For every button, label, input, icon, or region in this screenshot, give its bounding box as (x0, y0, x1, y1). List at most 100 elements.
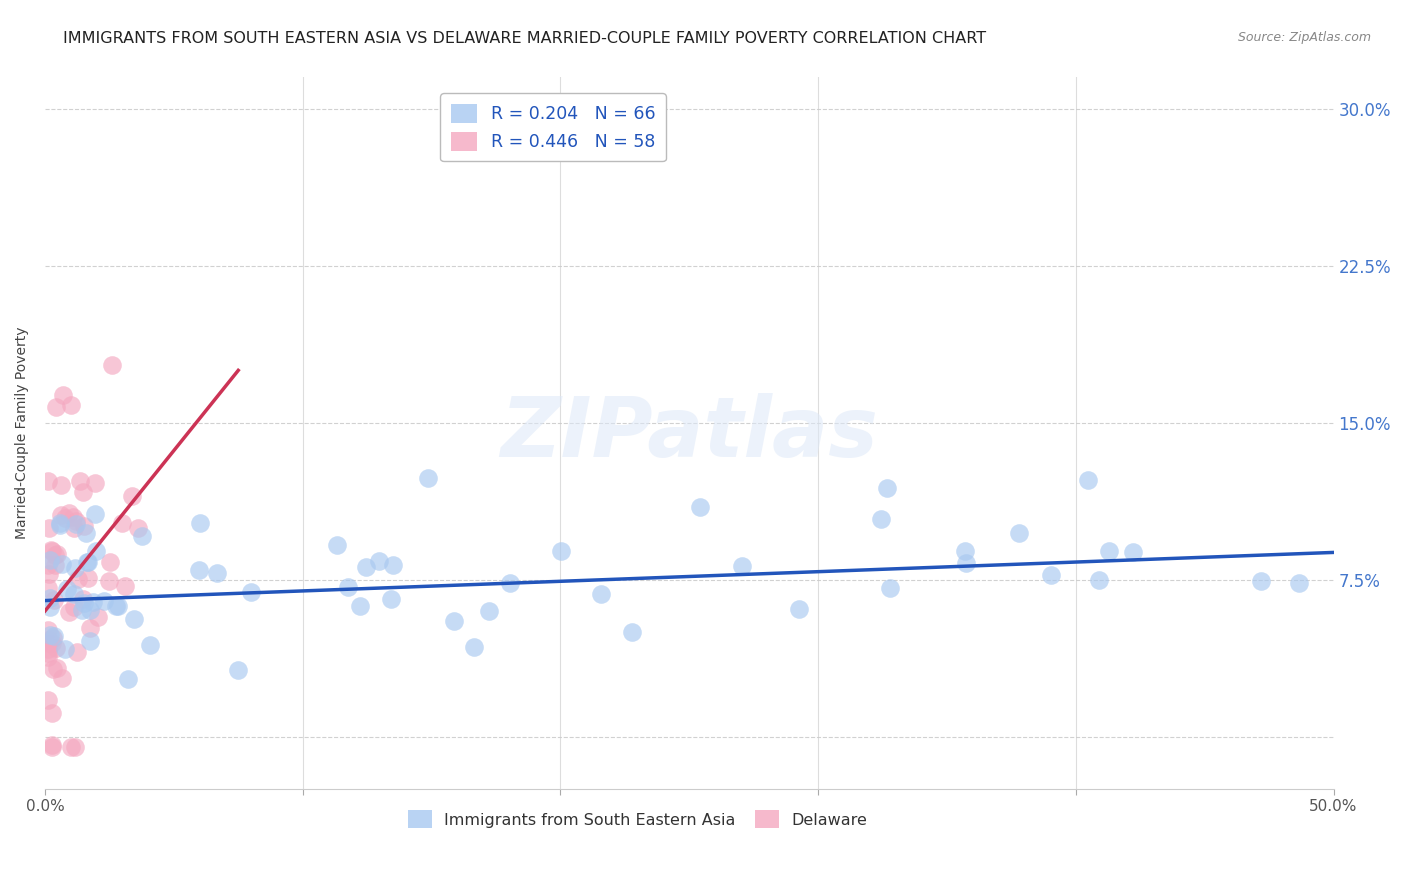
Point (58, 506, 80, 520)
Point (1098, 544, 1121, 558)
Point (367, 554, 389, 568)
Point (49, 478, 72, 492)
Point (107, 599, 129, 613)
Point (620, 625, 643, 640)
Point (41, 706, 63, 721)
Point (127, 521, 149, 535)
Point (63, 561, 86, 575)
Point (139, 638, 162, 652)
Point (44, 548, 66, 562)
Point (48, 516, 70, 531)
Point (876, 481, 898, 495)
Point (79, 621, 101, 635)
Point (240, 585, 263, 599)
Point (39, 628, 62, 642)
Text: IMMIGRANTS FROM SOUTH EASTERN ASIA VS DELAWARE MARRIED-COUPLE FAMILY POVERTY COR: IMMIGRANTS FROM SOUTH EASTERN ASIA VS DE… (63, 31, 987, 46)
Point (1288, 576, 1310, 591)
Point (37, 636, 59, 650)
Point (226, 663, 249, 677)
Point (188, 563, 211, 577)
Point (380, 591, 402, 606)
Point (41, 636, 63, 650)
Point (44, 630, 66, 644)
Point (1122, 545, 1144, 559)
Point (955, 557, 977, 571)
Point (76, 555, 98, 569)
Point (41, 739, 63, 754)
Point (69, 474, 91, 488)
Point (75, 526, 97, 541)
Point (354, 559, 377, 574)
Point (55, 511, 77, 525)
Point (325, 538, 347, 552)
Point (45, 640, 67, 655)
Point (443, 614, 465, 628)
Point (59, 739, 82, 754)
Point (37, 642, 59, 657)
Point (39, 591, 62, 606)
Point (463, 640, 485, 654)
Point (37, 623, 59, 637)
Point (41, 738, 63, 752)
Point (499, 575, 522, 590)
Point (105, 599, 128, 613)
Point (689, 500, 711, 515)
Point (37, 646, 59, 660)
Point (38, 566, 60, 581)
Point (591, 587, 613, 601)
Point (38, 520, 60, 534)
Point (45, 401, 67, 415)
Point (37, 693, 59, 707)
Point (1039, 567, 1062, 582)
Point (77, 555, 100, 569)
Point (73, 519, 96, 533)
Point (63, 739, 86, 754)
Point (72, 591, 94, 606)
Point (82, 595, 104, 609)
Point (114, 579, 136, 593)
Point (1077, 473, 1099, 487)
Point (111, 516, 134, 530)
Legend: Immigrants from South Eastern Asia, Delaware: Immigrants from South Eastern Asia, Dela… (401, 804, 875, 834)
Point (121, 489, 143, 503)
Point (37, 474, 59, 488)
Point (63, 521, 86, 535)
Point (79, 634, 101, 648)
Point (41, 543, 63, 558)
Point (131, 529, 153, 543)
Point (37, 650, 59, 665)
Point (83, 508, 105, 522)
Point (418, 471, 440, 485)
Point (77, 571, 100, 585)
Point (66, 572, 89, 586)
Point (70, 603, 93, 617)
Point (953, 543, 976, 558)
Point (65, 517, 87, 532)
Point (1250, 574, 1272, 588)
Point (73, 596, 96, 610)
Point (53, 641, 76, 656)
Point (98, 574, 121, 588)
Point (731, 558, 754, 573)
Point (550, 544, 572, 558)
Point (93, 594, 115, 608)
Point (49, 508, 72, 522)
Point (1007, 526, 1029, 541)
Point (37, 558, 59, 573)
Point (44, 558, 66, 573)
Point (66, 645, 89, 659)
Point (39, 600, 62, 615)
Point (87, 610, 110, 624)
Point (207, 566, 229, 581)
Text: Source: ZipAtlas.com: Source: ZipAtlas.com (1237, 31, 1371, 45)
Point (84, 475, 107, 490)
Point (124, 611, 146, 625)
Point (56, 582, 79, 596)
Point (41, 631, 63, 645)
Point (51, 557, 73, 571)
Y-axis label: Married-Couple Family Poverty: Married-Couple Family Poverty (15, 326, 30, 540)
Point (51, 671, 73, 685)
Text: ZIPatlas: ZIPatlas (501, 392, 879, 474)
Point (188, 516, 211, 530)
Point (49, 517, 72, 532)
